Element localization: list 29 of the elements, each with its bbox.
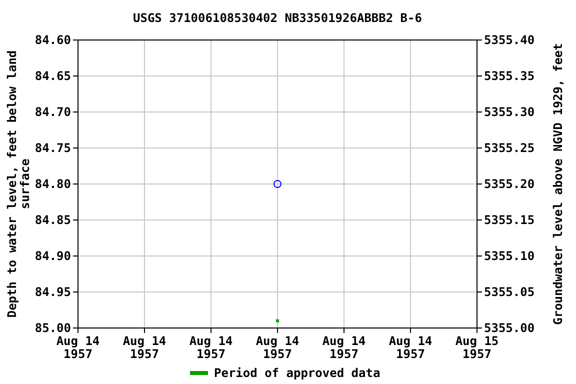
y2-tick-label: 5355.35 [484,69,535,83]
y-tick-label: 84.90 [34,249,71,263]
y-tick-label: 84.75 [34,141,71,155]
y2-tick-label: 5355.20 [484,177,535,191]
y2-tick-label: 5355.10 [484,249,535,263]
x-tick-label: Aug 14 1957 [122,334,166,361]
y-tick-label: 84.95 [34,285,71,299]
y-tick-label: 84.65 [34,69,71,83]
x-tick-label: Aug 14 1957 [189,334,233,361]
y2-tick-label: 5355.00 [484,321,535,335]
y-axis-title: Depth to water level, feet below land surface [5,50,32,318]
x-tick-label: Aug 14 1957 [388,334,432,361]
y-tick-label: 85.00 [34,321,71,335]
y2-tick-label: 5355.25 [484,141,535,155]
y2-tick-label: 5355.40 [484,33,535,47]
y-tick-label: 84.80 [34,177,71,191]
x-tick-label: Aug 14 1957 [56,334,100,361]
y-tick-label: 84.60 [34,33,71,47]
x-tick-label: Aug 14 1957 [322,334,366,361]
chart-title: USGS 371006108530402 NB33501926ABBB2 B-6 [133,11,422,25]
legend-label: Period of approved data [214,366,380,380]
y-tick-label: 84.85 [34,213,71,227]
y2-tick-label: 5355.05 [484,285,535,299]
x-tick-label: Aug 15 1957 [455,334,499,361]
y-tick-label: 84.70 [34,105,71,119]
y2-tick-label: 5355.15 [484,213,535,227]
y2-tick-label: 5355.30 [484,105,535,119]
y2-axis-title: Groundwater level above NGVD 1929, feet [551,43,565,325]
x-tick-label: Aug 14 1957 [256,334,300,361]
